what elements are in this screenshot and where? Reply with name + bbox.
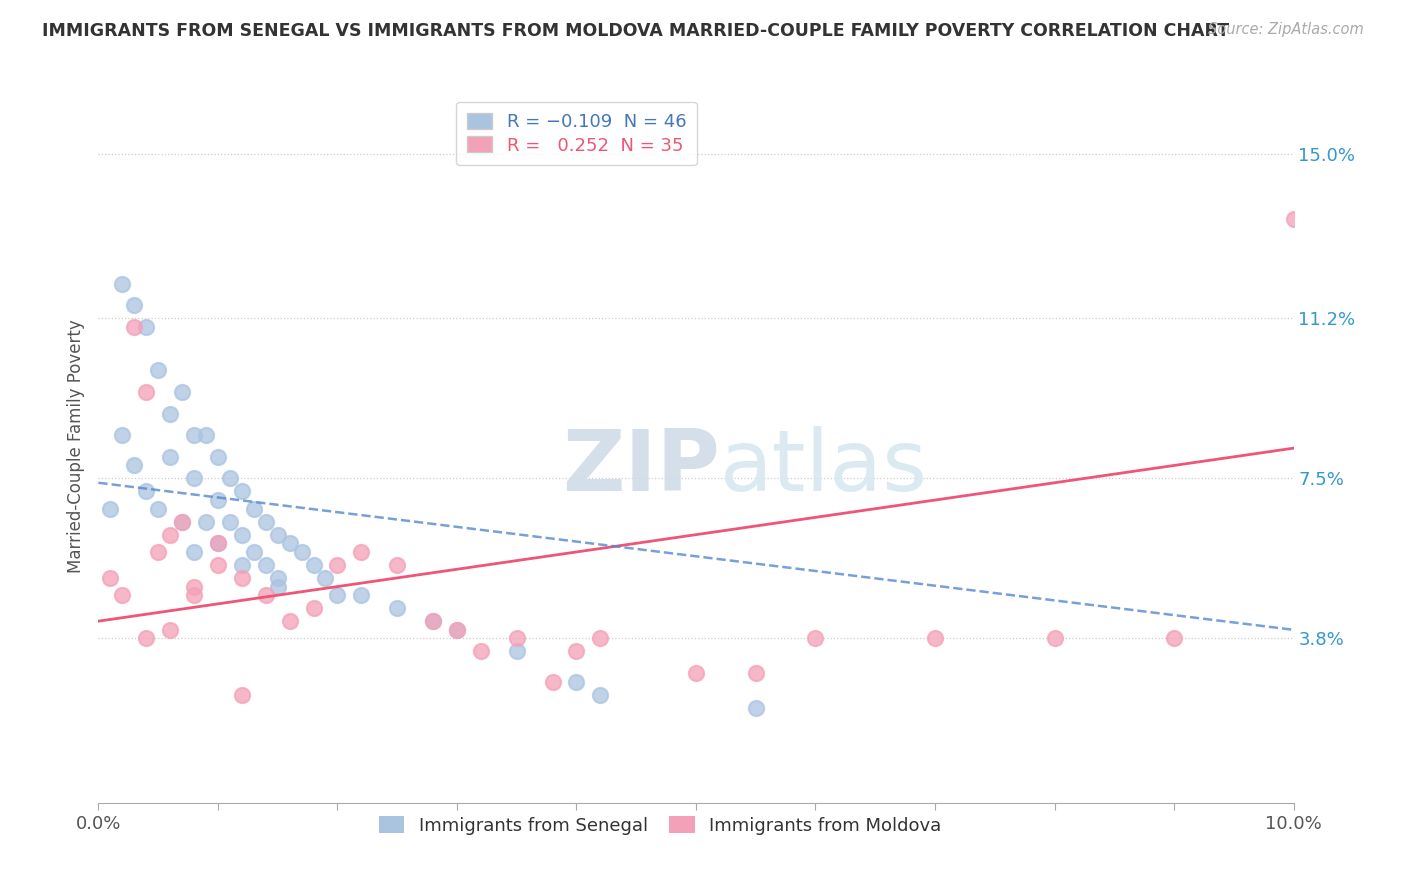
Point [207,558,229,572]
Point [148,545,170,559]
Point [267,571,290,585]
Point [446,623,468,637]
Point [565,674,588,689]
Point [565,644,588,658]
Point [207,493,229,508]
Point [1043,632,1066,646]
Point [183,580,205,594]
Point [219,515,242,529]
Point [254,515,277,529]
Point [159,450,181,464]
Point [745,666,768,681]
Point [111,428,134,442]
Y-axis label: Married-Couple Family Poverty: Married-Couple Family Poverty [66,319,84,573]
Point [541,674,564,689]
Point [231,527,253,541]
Point [159,527,181,541]
Text: ZIP: ZIP [562,425,720,509]
Point [183,428,205,442]
Point [422,614,444,628]
Point [302,558,325,572]
Point [219,471,242,485]
Point [159,407,181,421]
Point [195,428,218,442]
Point [745,700,768,714]
Point [159,623,181,637]
Text: Source: ZipAtlas.com: Source: ZipAtlas.com [1208,22,1364,37]
Point [98,501,122,516]
Point [243,545,266,559]
Point [135,384,157,399]
Point [183,471,205,485]
Point [98,571,122,585]
Point [207,536,229,550]
Point [254,558,277,572]
Point [111,277,134,291]
Point [1163,632,1185,646]
Point [183,588,205,602]
Point [124,458,146,473]
Text: IMMIGRANTS FROM SENEGAL VS IMMIGRANTS FROM MOLDOVA MARRIED-COUPLE FAMILY POVERTY: IMMIGRANTS FROM SENEGAL VS IMMIGRANTS FR… [42,22,1229,40]
Point [267,580,290,594]
Point [231,484,253,499]
Point [267,527,290,541]
Point [254,588,277,602]
Point [135,484,157,499]
Point [350,545,373,559]
Point [350,588,373,602]
Point [148,363,170,377]
Point [172,515,194,529]
Point [326,588,349,602]
Point [589,688,612,702]
Point [302,601,325,615]
Point [291,545,314,559]
Point [231,688,253,702]
Point [231,571,253,585]
Point [924,632,946,646]
Point [207,450,229,464]
Point [506,632,529,646]
Point [172,515,194,529]
Point [124,298,146,312]
Point [326,558,349,572]
Point [315,571,337,585]
Point [446,623,468,637]
Text: atlas: atlas [720,425,928,509]
Point [385,558,409,572]
Point [804,632,827,646]
Point [1282,211,1305,226]
Point [111,588,134,602]
Point [278,536,301,550]
Point [148,501,170,516]
Point [243,501,266,516]
Legend: Immigrants from Senegal, Immigrants from Moldova: Immigrants from Senegal, Immigrants from… [370,807,950,844]
Point [207,536,229,550]
Point [422,614,444,628]
Point [124,320,146,334]
Point [172,384,194,399]
Point [470,644,492,658]
Point [385,601,409,615]
Point [506,644,529,658]
Point [135,632,157,646]
Point [195,515,218,529]
Point [278,614,301,628]
Point [231,558,253,572]
Point [589,632,612,646]
Point [685,666,707,681]
Point [183,545,205,559]
Point [135,320,157,334]
